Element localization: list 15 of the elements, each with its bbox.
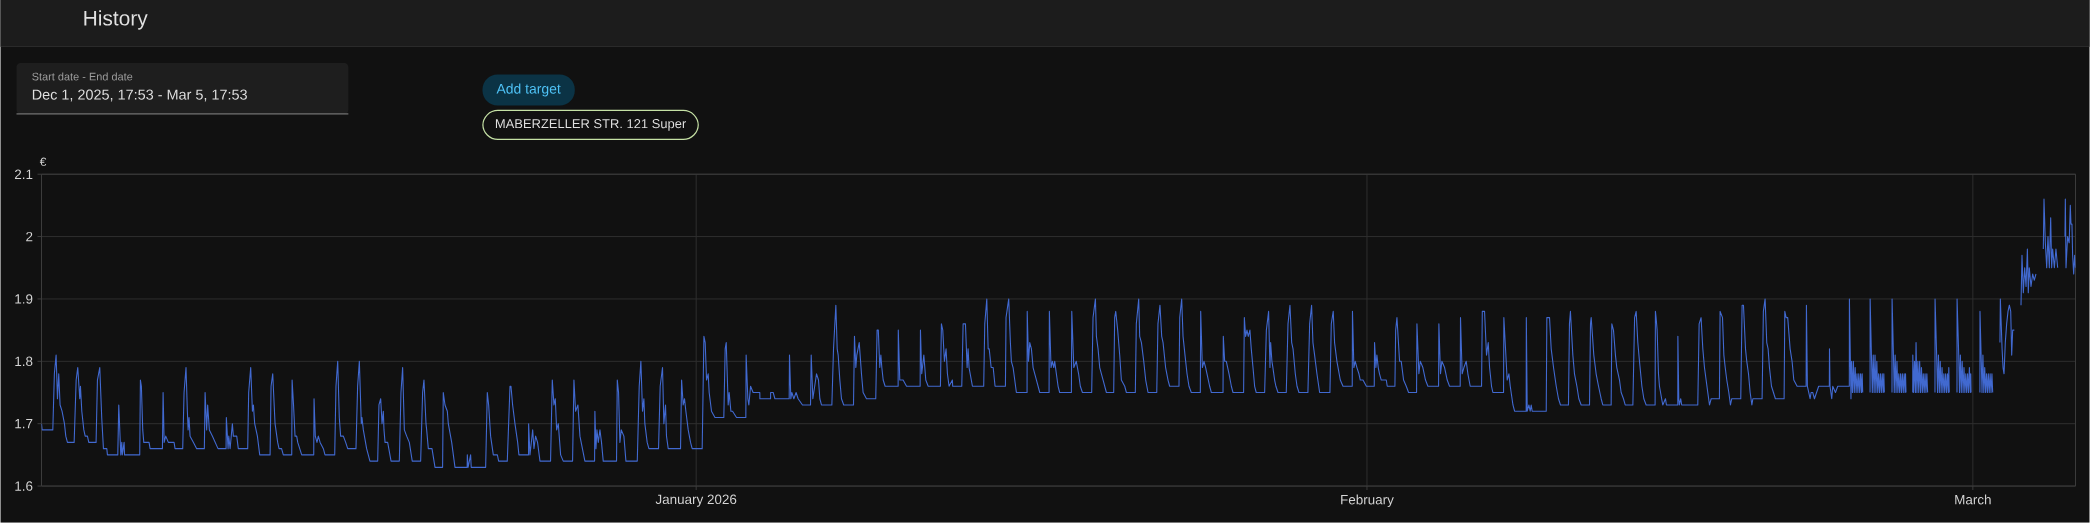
y-tick-label: 1.7	[15, 419, 33, 429]
y-tick-label: 1.6	[15, 481, 33, 491]
y-axis-title: €	[39, 157, 47, 167]
text: Start date - End date	[32, 72, 133, 81]
y-tick-label: 1.8	[15, 356, 33, 367]
x-tick-label: February	[1341, 494, 1394, 508]
x-tick-label: January 2026	[655, 494, 737, 507]
text: Add target	[496, 83, 561, 97]
chart-title: History	[84, 10, 148, 30]
text: Dec 1, 2025, 17:53 - Mar 5, 17:53	[32, 89, 247, 102]
x-tick-label: March	[1955, 494, 1991, 505]
y-tick-label: 2.1	[14, 169, 33, 180]
y-tick-label: 1.9	[15, 294, 33, 304]
y-tick-label: 2	[26, 232, 33, 242]
text: MABERZELLER STR. 121 Super	[495, 119, 687, 131]
